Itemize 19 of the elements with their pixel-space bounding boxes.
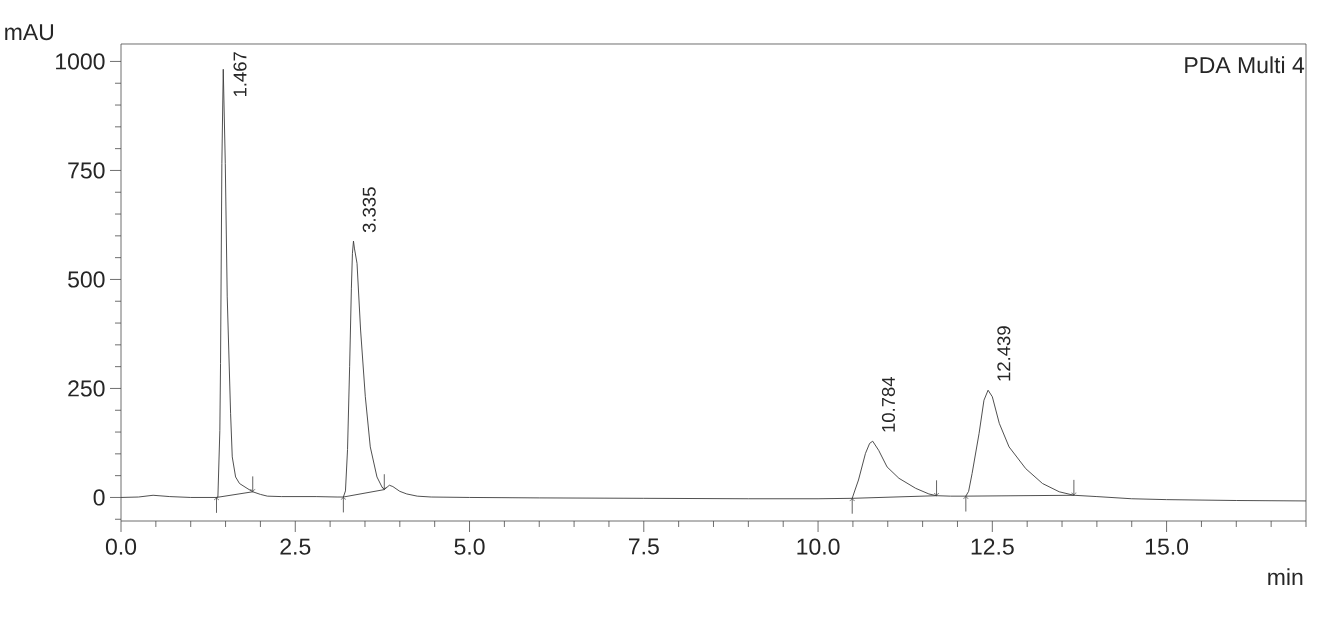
x-axis-title: min bbox=[1268, 568, 1303, 585]
x-tick-label: 7.5 bbox=[628, 538, 659, 555]
x-tick-label: 10.0 bbox=[797, 538, 840, 555]
y-tick-label: 0 bbox=[93, 489, 105, 506]
annotation: PDA Multi 4 bbox=[1185, 56, 1305, 74]
x-tick-label: 5.0 bbox=[454, 538, 485, 555]
annotation: 3.335 bbox=[362, 187, 376, 233]
y-tick-label: 750 bbox=[68, 162, 105, 179]
y-tick-label: 500 bbox=[68, 271, 105, 288]
y-tick-label: 250 bbox=[68, 380, 105, 397]
y-axis-title: mAU bbox=[5, 24, 54, 41]
y-tick-label: 1000 bbox=[56, 53, 105, 70]
x-tick-label: 12.5 bbox=[971, 538, 1014, 555]
x-tick-label: 15.0 bbox=[1145, 538, 1189, 555]
annotation: 10.784 bbox=[881, 376, 896, 432]
annotation: 1.467 bbox=[233, 52, 247, 97]
x-tick-label: 2.5 bbox=[280, 538, 311, 555]
annotation: 12.439 bbox=[997, 326, 1011, 381]
x-tick-label: 0.0 bbox=[105, 538, 137, 555]
